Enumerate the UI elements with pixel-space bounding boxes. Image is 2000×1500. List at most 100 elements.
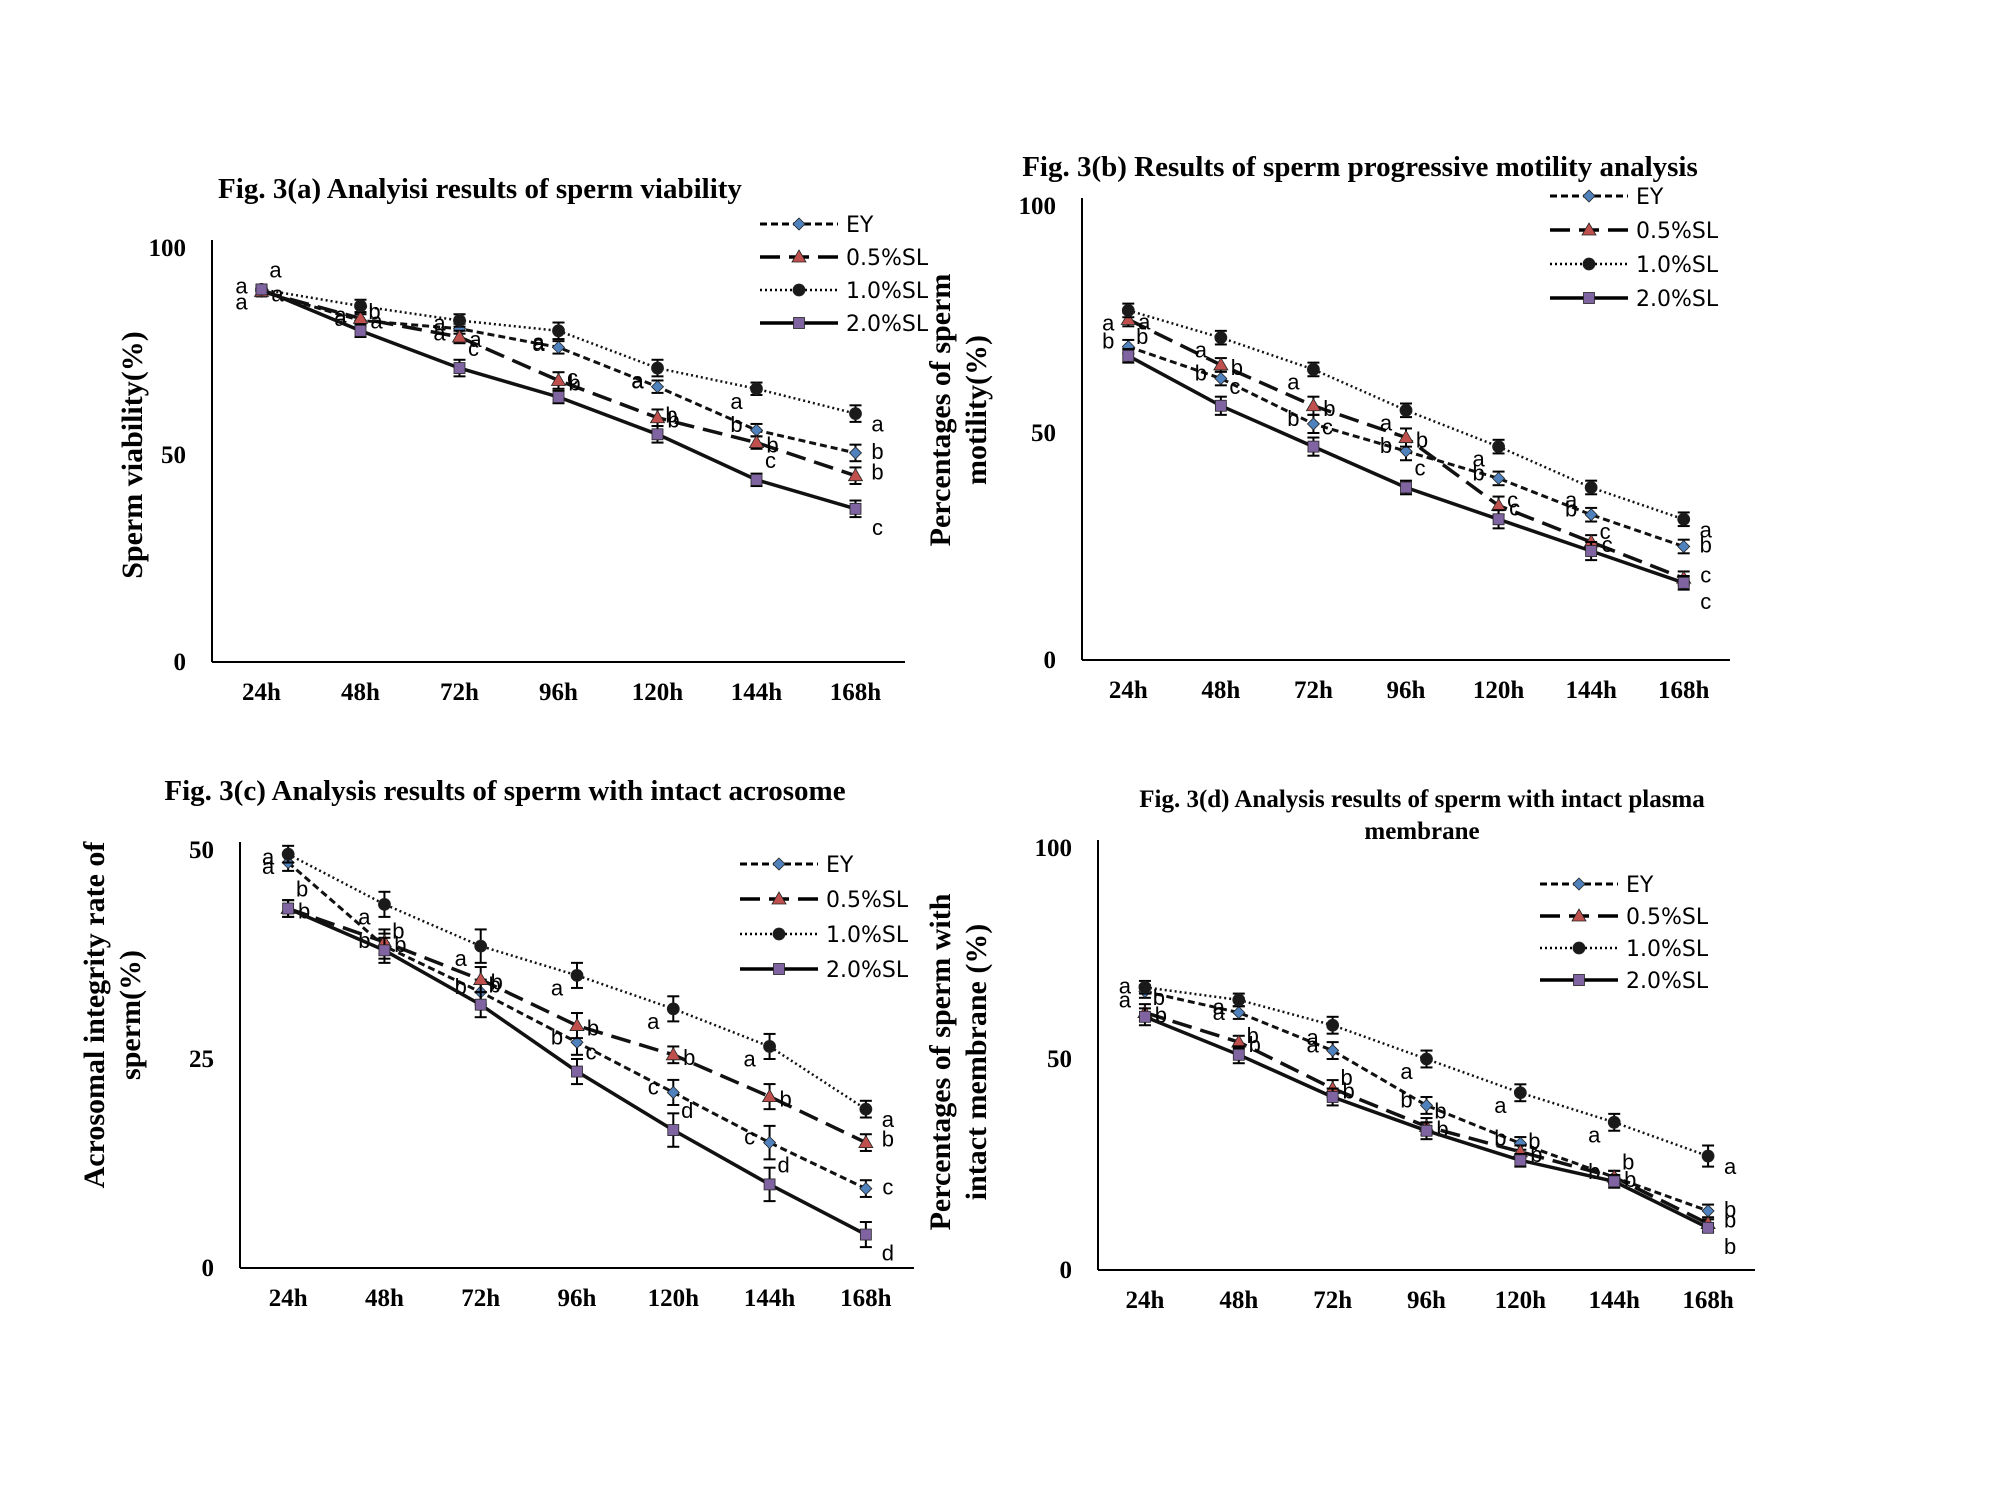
marker-square xyxy=(453,362,466,374)
legend-item: EY xyxy=(760,213,874,238)
marker-diamond xyxy=(859,1182,873,1196)
significance-label: a xyxy=(1307,1025,1320,1050)
x-tick-label: 48h xyxy=(1201,677,1240,704)
marker-square xyxy=(859,1228,872,1241)
significance-label: b xyxy=(1724,1208,1736,1233)
significance-label: b xyxy=(1724,1197,1736,1222)
significance-label: a xyxy=(262,845,275,870)
chart-title: Fig. 3(c) Analysis results of sperm with… xyxy=(164,775,845,807)
marker-triangle xyxy=(451,329,468,343)
marker-diamond xyxy=(1572,877,1586,891)
marker-square xyxy=(1583,292,1595,304)
marker-square xyxy=(1702,1221,1714,1234)
legend-item: 0.5%SL xyxy=(760,246,929,271)
marker-circle xyxy=(1307,363,1320,376)
legend-label: 2.0%SL xyxy=(1626,969,1709,994)
significance-label: a xyxy=(631,368,644,393)
significance-label: a xyxy=(1119,987,1132,1012)
significance-label: a xyxy=(647,1009,660,1034)
marker-diamond xyxy=(749,423,764,437)
significance-label: c xyxy=(1600,519,1611,544)
significance-label: b xyxy=(1153,985,1165,1010)
chart-1: Fig. 3(b) Results of sperm progressive m… xyxy=(924,151,1730,704)
significance-label: c xyxy=(567,365,578,390)
significance-label: b xyxy=(1343,1079,1355,1104)
x-tick-label: 96h xyxy=(1387,677,1426,704)
legend-label: EY xyxy=(846,213,874,238)
significance-label: c xyxy=(648,1074,659,1099)
significance-label: c xyxy=(1700,562,1711,587)
legend-item: 1.0%SL xyxy=(1540,937,1709,962)
significance-label: b xyxy=(730,412,742,437)
significance-label: b xyxy=(1416,428,1428,453)
x-tick-label: 72h xyxy=(440,679,479,706)
significance-label: a xyxy=(235,273,248,298)
marker-circle xyxy=(1420,1052,1433,1066)
significance-label: b xyxy=(1724,1234,1736,1259)
marker-circle xyxy=(1492,440,1505,454)
marker-triangle xyxy=(1581,222,1597,236)
significance-label: c xyxy=(744,1125,755,1150)
x-tick-label: 96h xyxy=(1407,1287,1446,1314)
x-tick-label: 144h xyxy=(731,679,783,706)
marker-diamond xyxy=(1232,1006,1246,1020)
y-tick-label: 100 xyxy=(1019,193,1057,220)
significance-label: a xyxy=(271,281,284,306)
legend-label: 0.5%SL xyxy=(1636,219,1719,244)
chart-3: Fig. 3(d) Analysis results of sperm with… xyxy=(924,786,1755,1314)
significance-label: a xyxy=(1472,447,1485,472)
x-tick-label: 144h xyxy=(1589,1287,1641,1314)
x-tick-label: 72h xyxy=(1294,677,1333,704)
y-axis-title: Percentages of sperm motility(%) xyxy=(924,274,993,547)
significance-label: b xyxy=(882,1127,894,1152)
y-tick-label: 50 xyxy=(161,442,186,469)
marker-diamond xyxy=(763,1136,777,1150)
marker-triangle xyxy=(550,372,567,386)
marker-circle xyxy=(1138,980,1152,994)
marker-circle xyxy=(552,324,565,338)
significance-label: b xyxy=(392,918,404,943)
legend-item: 0.5%SL xyxy=(1550,219,1719,244)
marker-square xyxy=(1608,1175,1621,1188)
legend-label: 1.0%SL xyxy=(826,923,909,948)
x-tick-label: 24h xyxy=(269,1285,308,1312)
x-tick-label: 48h xyxy=(365,1285,404,1312)
significance-label: a xyxy=(334,306,347,331)
legend-item: 2.0%SL xyxy=(1550,287,1719,312)
legend-label: 0.5%SL xyxy=(826,888,909,913)
significance-label: c xyxy=(586,1040,597,1065)
legend-label: 1.0%SL xyxy=(846,279,929,304)
y-axis-title-line: sperm(%) xyxy=(114,950,147,1080)
significance-label: b xyxy=(1565,497,1577,522)
y-axis-title: Acrosomal integrity rate of sperm(%) xyxy=(78,841,147,1189)
marker-circle xyxy=(849,407,862,421)
significance-label: c xyxy=(1415,455,1426,480)
y-axis-title-line: Percentages of sperm xyxy=(924,274,957,547)
significance-label: a xyxy=(730,389,743,414)
significance-label: a xyxy=(370,308,383,333)
significance-label: b xyxy=(1700,533,1712,558)
marker-diamond xyxy=(772,857,786,871)
marker-square xyxy=(255,283,268,296)
y-tick-label: 0 xyxy=(1044,647,1057,674)
x-tick-label: 168h xyxy=(1682,1287,1734,1314)
y-axis-title: Sperm viability(%) xyxy=(116,331,149,579)
marker-circle xyxy=(750,382,763,396)
marker-square xyxy=(282,902,295,915)
marker-square xyxy=(763,1178,776,1191)
y-axis-title: Percentages of sperm with intact membrane… xyxy=(924,893,993,1230)
chart-title: Fig. 3(d) Analysis results of sperm with… xyxy=(1139,786,1705,813)
x-tick-label: 96h xyxy=(558,1285,597,1312)
significance-label: c xyxy=(882,1175,893,1200)
legend-item: 1.0%SL xyxy=(760,279,929,304)
x-tick-label: 24h xyxy=(1109,677,1148,704)
x-tick-label: 72h xyxy=(461,1285,500,1312)
marker-circle xyxy=(666,1002,680,1016)
marker-circle xyxy=(378,897,391,911)
legend-label: 2.0%SL xyxy=(846,312,929,337)
